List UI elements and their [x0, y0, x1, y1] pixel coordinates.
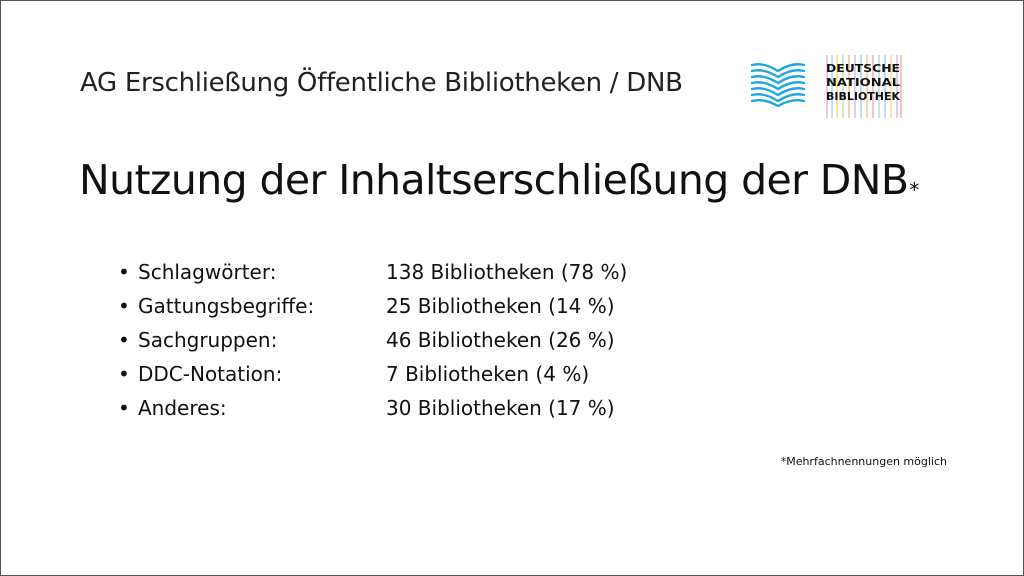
- dnb-logo-line-3: BIBLIOTHEK: [826, 90, 900, 103]
- dnb-logo-icon: DEUTSCHE NATIONAL BIBLIOTHEK: [826, 55, 902, 118]
- slide-header: AG Erschließung Öffentliche Bibliotheken…: [80, 68, 683, 98]
- footnote: *Mehrfachnennungen möglich: [780, 455, 947, 468]
- dnb-logo-line-1: DEUTSCHE: [826, 62, 900, 75]
- list-item-label: Schlagwörter:: [138, 260, 277, 284]
- list-item-value: 7 Bibliotheken (4 %): [386, 362, 590, 386]
- bullet-icon: •: [118, 328, 130, 352]
- bullet-icon: •: [118, 396, 130, 420]
- list-item-value: 30 Bibliotheken (17 %): [386, 396, 615, 420]
- title-footnote-marker: *: [909, 178, 919, 202]
- book-logo-icon: [750, 63, 806, 107]
- slide-title-text: Nutzung der Inhaltserschließung der DNB: [79, 156, 909, 204]
- list-item-label: Gattungsbegriffe:: [138, 294, 315, 318]
- slide-title: Nutzung der Inhaltserschließung der DNB*: [79, 156, 919, 204]
- list-item-label: Sachgruppen:: [138, 328, 278, 352]
- list-item-label: DDC-Notation:: [138, 362, 283, 386]
- list-item-label: Anderes:: [138, 396, 227, 420]
- bullet-icon: •: [118, 294, 130, 318]
- list-item-value: 46 Bibliotheken (26 %): [386, 328, 615, 352]
- list-item-value: 25 Bibliotheken (14 %): [386, 294, 615, 318]
- bullet-icon: •: [118, 260, 130, 284]
- dnb-logo-line-2: NATIONAL: [826, 76, 900, 89]
- bullet-icon: •: [118, 362, 130, 386]
- list-item-value: 138 Bibliotheken (78 %): [386, 260, 628, 284]
